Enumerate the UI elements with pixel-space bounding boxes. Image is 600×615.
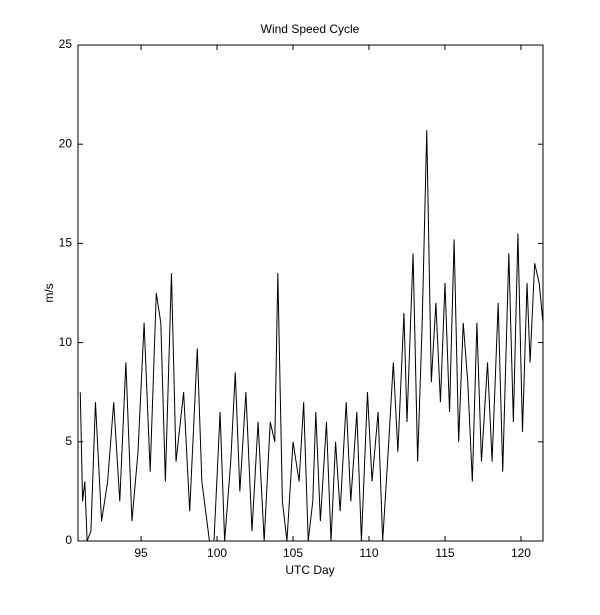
data-line: [79, 130, 543, 541]
y-tick-label: 10: [59, 335, 73, 349]
x-tick-label: 105: [283, 546, 303, 560]
y-tick-label: 0: [65, 533, 72, 547]
y-tick-label: 25: [59, 37, 73, 51]
x-tick-label: 120: [511, 546, 531, 560]
y-axis-label: m/s: [42, 283, 56, 302]
chart-title: Wind Speed Cycle: [261, 22, 360, 36]
x-tick-label: 100: [207, 546, 227, 560]
y-tick-label: 15: [59, 236, 73, 250]
y-tick-label: 5: [65, 434, 72, 448]
plot-frame: [77, 44, 544, 542]
x-axis-label: UTC Day: [285, 563, 334, 577]
x-tick-label: 95: [134, 546, 148, 560]
y-tick-label: 20: [59, 136, 73, 150]
x-tick-label: 115: [435, 546, 454, 560]
x-tick-label: 110: [359, 546, 378, 560]
